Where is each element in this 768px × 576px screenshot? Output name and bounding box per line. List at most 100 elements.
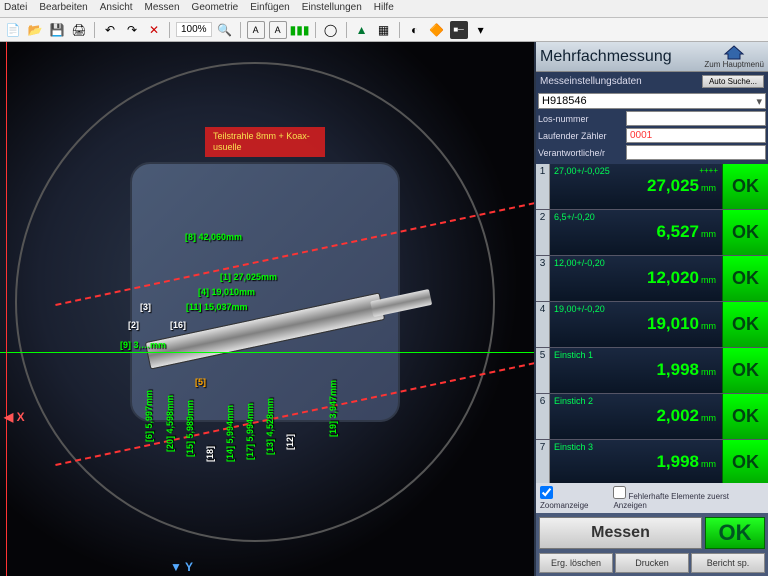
measurement-label: [18] (205, 446, 215, 462)
measurement-label: [3] (140, 302, 151, 312)
delete-icon[interactable]: ✕ (145, 21, 163, 39)
menubar: Datei Bearbeiten Ansicht Messen Geometri… (0, 0, 768, 18)
measurement-label: [4] 19,010mm (198, 287, 255, 297)
result-row[interactable]: 1 27,00+/-0,025++++27,025mmOK (536, 164, 768, 210)
fixture-square (130, 162, 400, 422)
cb-errors[interactable]: Fehlerhafte Elemente zuerst Anzeigen (613, 486, 764, 510)
save-report-button[interactable]: Bericht sp. (691, 553, 765, 573)
save-icon[interactable]: 💾 (48, 21, 66, 39)
result-value: 12,020mm (554, 268, 718, 288)
menu-ansicht[interactable]: Ansicht (100, 2, 133, 15)
result-tolerance: 27,00+/-0,025 (554, 166, 718, 176)
measurement-label: [20] 4,598mm (165, 395, 175, 452)
result-value: 27,025mm (554, 176, 718, 196)
result-row[interactable]: 312,00+/-0,2012,020mmOK (536, 256, 768, 302)
undo-icon[interactable]: ↶ (101, 21, 119, 39)
light-icon[interactable]: ◐ (406, 21, 424, 39)
crosshair-horizontal (0, 352, 534, 353)
measurement-label: [15] 5,989mm (185, 400, 195, 457)
result-index: 4 (536, 302, 550, 347)
result-row[interactable]: 419,00+/-0,2019,010mmOK (536, 302, 768, 348)
home-icon (723, 44, 745, 60)
redo-icon[interactable]: ↷ (123, 21, 141, 39)
dropdown-icon[interactable]: ▾ (472, 21, 490, 39)
result-row[interactable]: 2 6,5+/-0,206,527mmOK (536, 210, 768, 256)
results-list[interactable]: 127,00+/-0,025++++27,025mmOK26,5+/-0,206… (536, 164, 768, 483)
toggle-icon[interactable]: ■─ (450, 21, 468, 39)
menu-hilfe[interactable]: Hilfe (374, 2, 394, 15)
result-trend: ++++ (699, 166, 718, 175)
result-value: 2,002mm (554, 406, 718, 426)
result-status: OK (722, 394, 768, 439)
measurement-label: [8] 42,060mm (185, 232, 242, 242)
new-icon[interactable]: 📄 (4, 21, 22, 39)
counter-input[interactable] (626, 128, 766, 143)
menu-bearbeiten[interactable]: Bearbeiten (39, 2, 87, 15)
grid-icon[interactable]: ▦ (375, 21, 393, 39)
result-status: OK (722, 164, 768, 209)
counter-label: Laufender Zähler (538, 131, 626, 141)
measurement-label: [16] (170, 320, 186, 330)
cb-errors-input[interactable] (613, 486, 626, 499)
circle-tool-icon[interactable]: ◯ (322, 21, 340, 39)
menu-messen[interactable]: Messen (145, 2, 180, 15)
measurement-label: [17] 5,994mm (245, 403, 255, 460)
result-value: 6,527mm (554, 222, 718, 242)
info-box: Teilstrahle 8mm + Koax-usuelle (205, 127, 325, 157)
text-tool-icon[interactable]: A (247, 21, 265, 39)
home-button[interactable]: Zum Hauptmenü (704, 44, 764, 69)
clear-results-button[interactable]: Erg. löschen (539, 553, 613, 573)
messen-button[interactable]: Messen (539, 517, 702, 549)
result-index: 1 (536, 164, 550, 209)
menu-einfuegen[interactable]: Einfügen (250, 2, 289, 15)
menu-einstellungen[interactable]: Einstellungen (302, 2, 362, 15)
measurement-label: [14] 5,994mm (225, 405, 235, 462)
axis-y-label: ▼ Y (170, 560, 193, 574)
zoom-level[interactable]: 100% (176, 22, 212, 37)
open-icon[interactable]: 📂 (26, 21, 44, 39)
color-icon[interactable]: 🔶 (428, 21, 446, 39)
result-row[interactable]: 6Einstich 22,002mmOK (536, 394, 768, 440)
cb-zoom[interactable]: Zoomanzeige (540, 486, 603, 510)
print-icon[interactable]: 🖨 (70, 21, 88, 39)
result-row[interactable]: 5 Einstich 11,998mmOK (536, 348, 768, 394)
resp-input[interactable] (626, 145, 766, 160)
los-label: Los-nummer (538, 114, 626, 124)
result-tolerance: 6,5+/-0,20 (554, 212, 718, 222)
result-index: 6 (536, 394, 550, 439)
cb-zoom-input[interactable] (540, 486, 553, 499)
menu-geometrie[interactable]: Geometrie (192, 2, 239, 15)
result-index: 7 (536, 440, 550, 483)
measurement-viewport[interactable]: ◀ X ▼ Y Teilstrahle 8mm + Koax-usuelle [… (0, 42, 534, 576)
result-status: OK (722, 348, 768, 393)
text-tool2-icon[interactable]: A (269, 21, 287, 39)
result-status: OK (722, 256, 768, 301)
result-tolerance: Einstich 1 (554, 350, 718, 360)
result-tolerance: 19,00+/-0,20 (554, 304, 718, 314)
result-value: 1,998mm (554, 452, 718, 472)
resp-label: Verantwortliche/r (538, 148, 626, 158)
bars-icon[interactable]: ▮▮▮ (291, 21, 309, 39)
zoom-icon[interactable]: 🔍 (216, 21, 234, 39)
part-number-dropdown[interactable]: H918546 (538, 93, 766, 109)
print-button[interactable]: Drucken (615, 553, 689, 573)
tree-icon[interactable]: ▲ (353, 21, 371, 39)
menu-datei[interactable]: Datei (4, 2, 27, 15)
los-input[interactable] (626, 111, 766, 126)
result-status: OK (722, 210, 768, 255)
result-row[interactable]: 7 Einstich 31,998mmOK (536, 440, 768, 483)
auto-search-button[interactable]: Auto Suche... (702, 75, 764, 88)
result-index: 2 (536, 210, 550, 255)
result-value: 1,998mm (554, 360, 718, 380)
result-tolerance: Einstich 3 (554, 442, 718, 452)
result-status: OK (722, 440, 768, 483)
toolbar: 📄 📂 💾 🖨 ↶ ↷ ✕ 100% 🔍 A A ▮▮▮ ◯ ▲ ▦ ◐ 🔶 ■… (0, 18, 768, 42)
panel-title: Mehrfachmessung (540, 48, 672, 66)
side-panel: Mehrfachmessung Zum Hauptmenü Messeinste… (534, 42, 768, 576)
axis-x-label: ◀ X (4, 410, 25, 424)
measurement-label: [9] 3,…mm (120, 340, 166, 350)
result-tolerance: 12,00+/-0,20 (554, 258, 718, 268)
measurement-label: [2] (128, 320, 139, 330)
result-index: 5 (536, 348, 550, 393)
ok-status: OK (705, 517, 765, 549)
